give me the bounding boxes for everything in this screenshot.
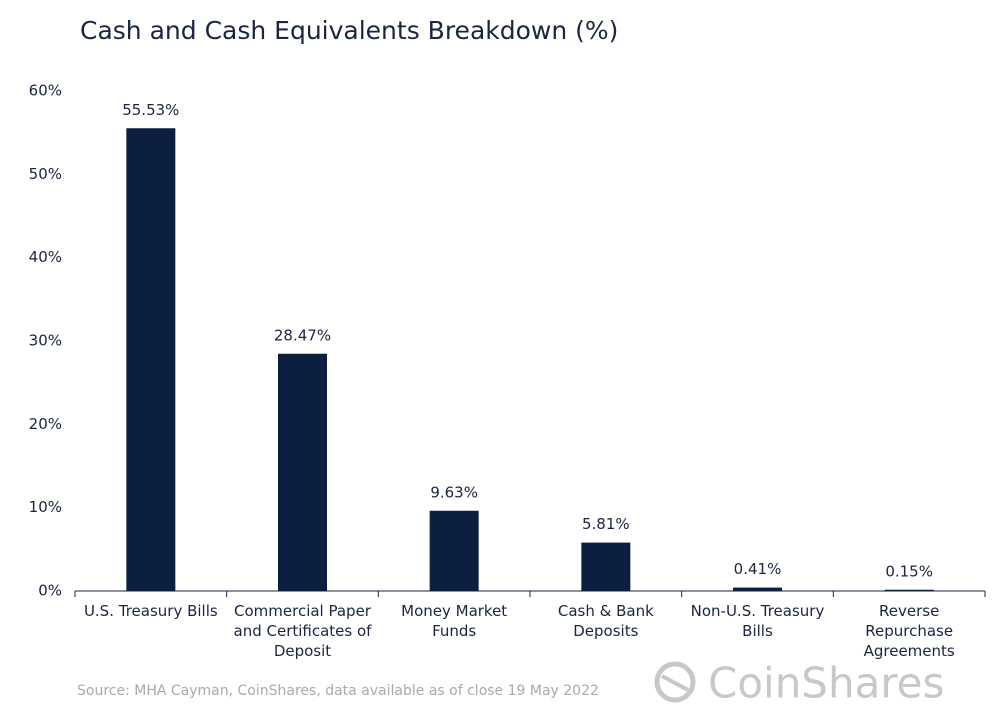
bar (581, 542, 631, 591)
bar (126, 128, 176, 591)
x-tick-label: Commercial Paper and Certificates of Dep… (233, 602, 372, 660)
bar (278, 353, 327, 591)
x-tick-label: U.S. Treasury Bills (83, 602, 218, 620)
bar (733, 587, 782, 591)
value-label: 28.47% (274, 326, 331, 344)
y-tick-label: 0% (38, 582, 62, 600)
bar (429, 510, 479, 591)
y-tick-label: 30% (29, 332, 62, 350)
y-tick-label: 40% (29, 248, 62, 266)
y-tick-label: 20% (29, 415, 62, 433)
chart-title: Cash and Cash Equivalents Breakdown (%) (80, 16, 618, 45)
x-tick-label: Reverse Repurchase Agreements (863, 602, 955, 660)
logo-icon (654, 661, 696, 703)
logo-text: CoinShares (708, 659, 944, 708)
source-note: Source: MHA Cayman, CoinShares, data ava… (77, 683, 599, 699)
value-label: 0.15% (885, 562, 933, 580)
y-tick-label: 60% (29, 82, 62, 100)
x-tick-label: Money Market Funds (401, 602, 508, 640)
value-label: 55.53% (122, 101, 179, 119)
bar (884, 589, 934, 591)
y-tick-label: 50% (29, 165, 62, 183)
x-tick-label: Non-U.S. Treasury Bills (690, 602, 825, 640)
value-label: 0.41% (734, 560, 782, 578)
value-label: 9.63% (430, 483, 478, 501)
value-label: 5.81% (582, 515, 630, 533)
y-tick-label: 10% (29, 498, 62, 516)
x-tick-label: Cash & Bank Deposits (557, 602, 654, 640)
